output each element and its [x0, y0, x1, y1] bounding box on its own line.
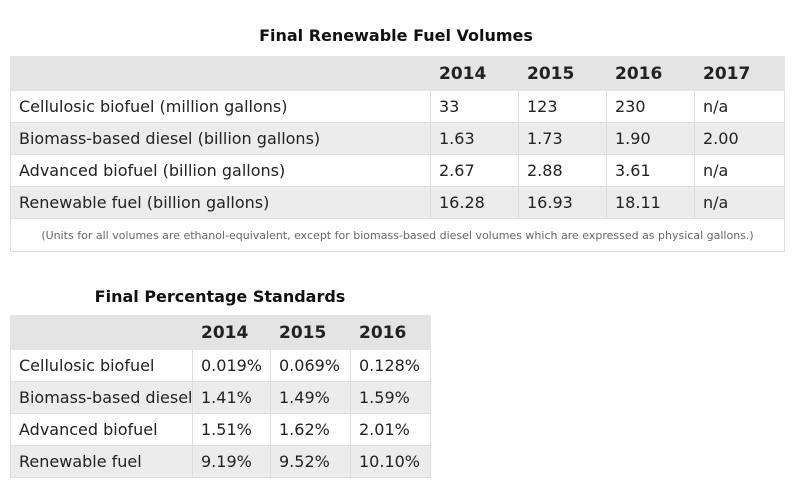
header-cell-2016: 2016 [606, 56, 695, 91]
table-row: Advanced biofuel 1.51% 1.62% 2.01% [10, 413, 431, 446]
row-label: Advanced biofuel (billion gallons) [10, 154, 431, 187]
table-row: Cellulosic biofuel (million gallons) 33 … [10, 90, 785, 123]
table-header-row: 2014 2015 2016 2017 [10, 56, 785, 91]
table-cell: n/a [694, 90, 785, 123]
table-cell: 1.90 [606, 122, 695, 155]
units-footnote: (Units for all volumes are ethanol-equiv… [10, 218, 785, 252]
table-cell: 0.128% [350, 349, 431, 382]
header-cell-2014: 2014 [430, 56, 519, 91]
table-row: Advanced biofuel (billion gallons) 2.67 … [10, 154, 785, 187]
table-cell: 0.069% [270, 349, 351, 382]
table-row: Renewable fuel (billion gallons) 16.28 1… [10, 186, 785, 219]
table-cell: 16.93 [518, 186, 607, 219]
table-cell: 2.01% [350, 413, 431, 446]
table-note-row: (Units for all volumes are ethanol-equiv… [10, 218, 785, 252]
header-cell-2017: 2017 [694, 56, 785, 91]
table-cell: 1.63 [430, 122, 519, 155]
table-row: Biomass-based diesel 1.41% 1.49% 1.59% [10, 381, 431, 414]
table-cell: 1.51% [192, 413, 271, 446]
row-label: Cellulosic biofuel [10, 349, 193, 382]
renewable-fuel-volumes-table: 2014 2015 2016 2017 Cellulosic biofuel (… [10, 56, 785, 252]
percentage-standards-table: 2014 2015 2016 Cellulosic biofuel 0.019%… [10, 315, 431, 478]
table-row: Cellulosic biofuel 0.019% 0.069% 0.128% [10, 349, 431, 382]
header-cell [10, 315, 193, 350]
table-row: Biomass-based diesel (billion gallons) 1… [10, 122, 785, 155]
table-cell: 1.41% [192, 381, 271, 414]
table-cell: n/a [694, 186, 785, 219]
table-cell: 2.88 [518, 154, 607, 187]
row-label: Cellulosic biofuel (million gallons) [10, 90, 431, 123]
table-row: Renewable fuel 9.19% 9.52% 10.10% [10, 445, 431, 478]
row-label: Biomass-based diesel (billion gallons) [10, 122, 431, 155]
table-cell: 3.61 [606, 154, 695, 187]
row-label: Advanced biofuel [10, 413, 193, 446]
table-cell: 33 [430, 90, 519, 123]
row-label: Biomass-based diesel [10, 381, 193, 414]
header-cell-2015: 2015 [518, 56, 607, 91]
table-header-row: 2014 2015 2016 [10, 315, 431, 350]
row-label: Renewable fuel [10, 445, 193, 478]
table-cell: 123 [518, 90, 607, 123]
table-cell: 1.59% [350, 381, 431, 414]
row-label: Renewable fuel (billion gallons) [10, 186, 431, 219]
table-cell: 1.73 [518, 122, 607, 155]
header-cell-2016: 2016 [350, 315, 431, 350]
standards-table-title: Final Percentage Standards [94, 287, 346, 306]
table-cell: 2.67 [430, 154, 519, 187]
table-cell: 2.00 [694, 122, 785, 155]
table-cell: n/a [694, 154, 785, 187]
table-cell: 1.62% [270, 413, 351, 446]
table-cell: 0.019% [192, 349, 271, 382]
header-cell-2015: 2015 [270, 315, 351, 350]
header-cell [10, 56, 431, 91]
table-cell: 9.52% [270, 445, 351, 478]
table-cell: 10.10% [350, 445, 431, 478]
volumes-table-title: Final Renewable Fuel Volumes [259, 26, 533, 45]
table-cell: 230 [606, 90, 695, 123]
table-cell: 1.49% [270, 381, 351, 414]
header-cell-2014: 2014 [192, 315, 271, 350]
table-cell: 9.19% [192, 445, 271, 478]
table-cell: 16.28 [430, 186, 519, 219]
table-cell: 18.11 [606, 186, 695, 219]
